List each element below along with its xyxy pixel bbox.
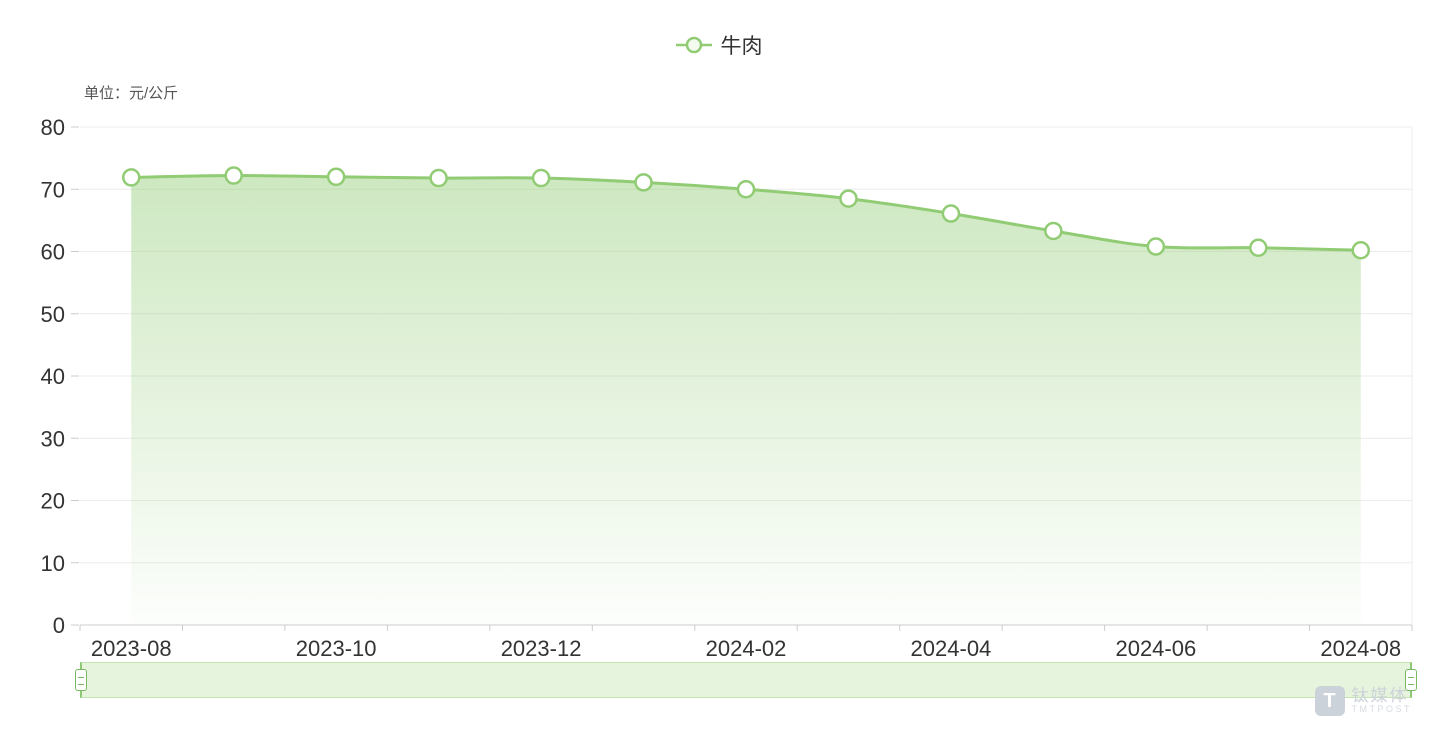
y-axis-tick-label: 20 bbox=[41, 489, 65, 514]
tmtpost-logo-icon: T bbox=[1314, 686, 1345, 716]
data-point-marker[interactable] bbox=[121, 168, 141, 187]
legend-item-beef[interactable]: 牛肉 bbox=[0, 30, 1438, 60]
data-point-marker[interactable] bbox=[941, 204, 961, 223]
x-axis-tick-label: 2024-06 bbox=[1115, 636, 1196, 661]
data-point-marker[interactable] bbox=[1146, 237, 1166, 256]
data-point-marker[interactable] bbox=[839, 189, 858, 208]
x-axis-tick-label: 2024-08 bbox=[1320, 636, 1401, 661]
data-point-marker[interactable] bbox=[1249, 238, 1268, 258]
datazoom-right-handle[interactable] bbox=[1405, 669, 1417, 691]
y-axis-tick-label: 60 bbox=[41, 240, 65, 265]
watermark-text: 钛媒体 TMTPOST bbox=[1351, 685, 1413, 716]
x-axis-tick-label: 2023-10 bbox=[296, 636, 377, 661]
y-axis-tick-label: 0 bbox=[53, 613, 65, 638]
y-axis-unit-label: 单位：元/公斤 bbox=[84, 85, 179, 102]
y-axis-tick-label: 10 bbox=[41, 551, 65, 576]
data-point-marker[interactable] bbox=[634, 173, 653, 192]
watermark-subtitle: TMTPOST bbox=[1351, 704, 1412, 715]
data-point-marker[interactable] bbox=[736, 180, 756, 199]
watermark-name: 钛媒体 bbox=[1351, 685, 1409, 705]
data-point-marker[interactable] bbox=[1044, 221, 1063, 241]
data-point-marker[interactable] bbox=[326, 167, 346, 187]
datazoom-left-handle[interactable] bbox=[75, 669, 87, 691]
watermark: T 钛媒体 TMTPOST bbox=[1314, 685, 1413, 716]
data-point-marker[interactable] bbox=[531, 168, 551, 188]
x-axis-tick-label: 2024-04 bbox=[911, 636, 992, 661]
x-axis-tick-label: 2023-12 bbox=[501, 636, 582, 661]
y-axis-tick-label: 30 bbox=[41, 426, 65, 451]
data-point-marker[interactable] bbox=[1351, 241, 1371, 260]
datazoom-slider-track[interactable] bbox=[75, 662, 1417, 698]
y-axis-tick-label: 70 bbox=[41, 177, 65, 202]
data-point-marker[interactable] bbox=[429, 168, 448, 188]
y-axis-tick-label: 80 bbox=[41, 115, 65, 140]
x-axis-tick-label: 2024-02 bbox=[706, 636, 787, 661]
series-area-fill bbox=[131, 175, 1361, 626]
y-axis-tick-label: 50 bbox=[41, 302, 65, 327]
legend-label: 牛肉 bbox=[720, 35, 763, 58]
x-axis-tick-label: 2023-08 bbox=[91, 636, 172, 661]
legend-line-marker-icon bbox=[675, 35, 712, 55]
data-point-marker[interactable] bbox=[224, 166, 243, 185]
y-axis-tick-label: 40 bbox=[41, 364, 65, 389]
